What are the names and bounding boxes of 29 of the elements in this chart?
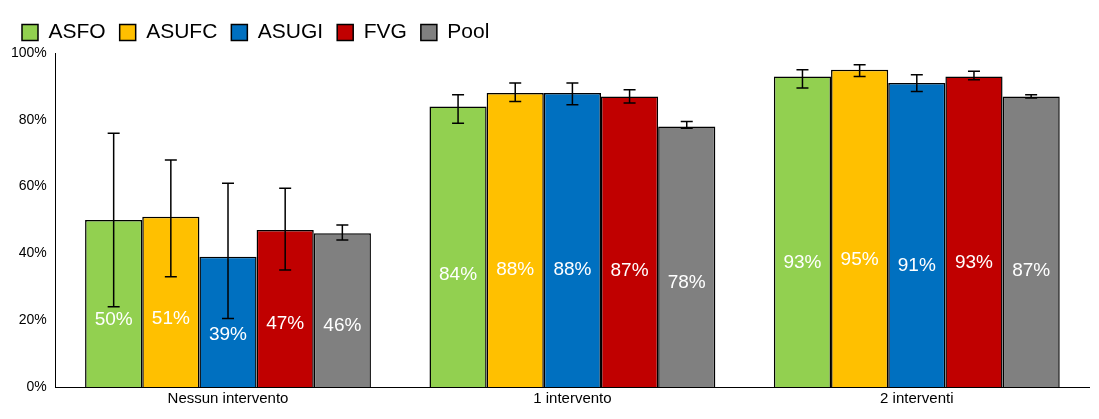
data-label: 93% (783, 250, 822, 272)
legend-label: FVG (363, 19, 407, 43)
x-tick-label: 1 intervento (533, 389, 612, 407)
data-label: 88% (553, 257, 592, 279)
data-label: 39% (208, 323, 248, 345)
data-label: 91% (897, 253, 936, 275)
data-label: 87% (610, 259, 649, 280)
data-label: 46% (323, 313, 362, 335)
legend-label: ASUGI (257, 19, 324, 43)
data-label: 93% (954, 250, 994, 272)
data-label: 87% (1012, 259, 1051, 280)
y-tick-label: 40% (18, 244, 47, 261)
data-label: 50% (94, 308, 133, 330)
legend-label: ASFO (48, 19, 106, 43)
data-label: 95% (840, 248, 879, 270)
y-tick-label: 0% (26, 377, 47, 394)
y-tick-label: 100% (10, 43, 47, 60)
y-tick-label: 60% (18, 177, 47, 194)
y-tick-label: 20% (18, 311, 47, 328)
data-label: 84% (439, 263, 478, 285)
legend-label: Pool (447, 19, 490, 43)
data-label: 47% (266, 312, 305, 334)
y-tick-label: 80% (18, 110, 47, 127)
legend-label: ASUFC (146, 19, 218, 43)
x-tick-label: Nessun intervento (167, 389, 289, 407)
data-label: 78% (667, 271, 706, 293)
data-label: 51% (151, 307, 190, 329)
x-tick-label: 2 interventi (880, 389, 954, 407)
data-label: 88% (496, 257, 535, 279)
